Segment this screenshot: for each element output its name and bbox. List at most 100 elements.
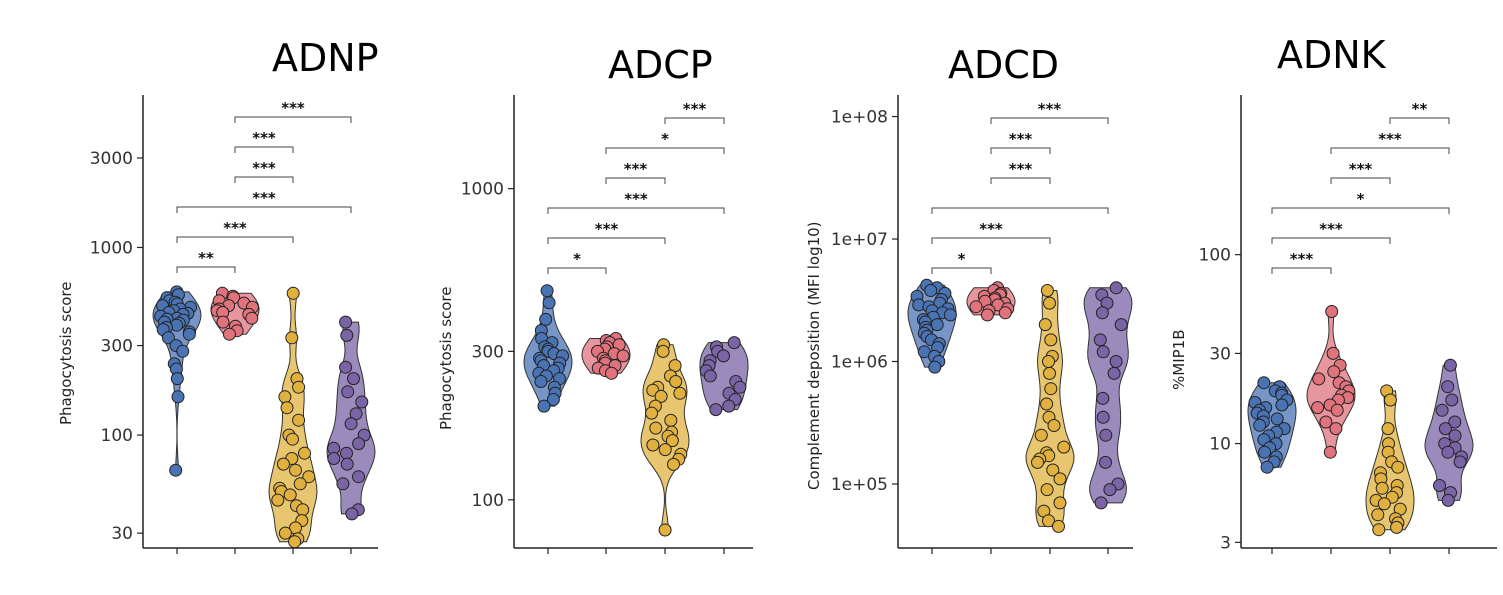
y-tick-label: 100 [101, 426, 133, 446]
significance-label: *** [1349, 160, 1373, 178]
data-point [1381, 422, 1395, 436]
data-point [271, 493, 285, 507]
significance-bracket [605, 147, 725, 154]
data-point [352, 470, 365, 484]
data-point [1099, 428, 1113, 442]
data-point [1044, 333, 1058, 347]
data-point [542, 296, 556, 310]
significance-bracket [176, 236, 294, 243]
significance-bracket [931, 207, 1109, 214]
data-point [1096, 345, 1110, 359]
chart-panel-adnp: ADNP Phagocytosis score 30 100 300 1000 3000… [0, 0, 380, 595]
data-point [658, 443, 672, 457]
data-point [289, 463, 302, 477]
significance-label: *** [1378, 130, 1402, 148]
data-point [1114, 318, 1128, 332]
data-point [928, 360, 942, 374]
data-point [1438, 422, 1452, 436]
significance-label: *** [1009, 130, 1033, 148]
significance-bracket [990, 117, 1109, 124]
data-point [980, 308, 994, 322]
data-point [1329, 422, 1343, 436]
data-point [1093, 333, 1107, 347]
data-point [645, 406, 659, 420]
significance-bracket [176, 266, 236, 273]
significance-label: * [661, 130, 669, 148]
data-point [943, 308, 957, 322]
data-point [1275, 398, 1289, 412]
data-point [1034, 428, 1048, 442]
significance-bracket [176, 206, 352, 213]
data-point [1371, 508, 1385, 522]
data-point [340, 457, 354, 471]
data-point [673, 386, 687, 400]
data-point [654, 389, 668, 403]
chart-panel-adcp: ADCP Phagocytosis score 100 300 1000 * *** **… [375, 0, 755, 595]
chart-title: ADCP [608, 43, 713, 87]
significance-label: *** [252, 159, 276, 177]
data-point [1323, 445, 1337, 459]
data-point [1043, 366, 1056, 380]
data-point [1312, 372, 1326, 386]
chart-title: ADNK [1277, 33, 1386, 77]
data-point [278, 526, 292, 540]
significance-bracket [234, 116, 352, 123]
significance-label: *** [1290, 250, 1314, 268]
data-point [1377, 497, 1391, 511]
data-point [1433, 479, 1446, 492]
data-point [969, 300, 983, 314]
y-tick-label: 1e+07 [831, 230, 888, 250]
data-point [1031, 455, 1044, 469]
data-point [924, 284, 938, 297]
data-point [170, 372, 184, 386]
significance-bracket [1330, 177, 1391, 184]
data-point [546, 393, 560, 406]
data-point [339, 360, 353, 374]
data-point [1047, 419, 1061, 432]
data-point [539, 312, 553, 326]
data-point [347, 372, 360, 386]
data-point [1372, 523, 1386, 537]
data-point [1260, 460, 1274, 474]
data-point [1044, 382, 1058, 396]
data-point [1052, 519, 1065, 533]
data-point [1103, 483, 1117, 497]
data-point [302, 470, 316, 484]
significance-label: *** [281, 99, 305, 117]
data-point [182, 327, 196, 341]
data-point [1383, 393, 1397, 407]
data-point [1327, 365, 1341, 379]
data-point [339, 315, 353, 329]
data-point [169, 463, 183, 477]
significance-label: *** [624, 160, 648, 178]
data-point [1441, 493, 1455, 507]
data-point [656, 344, 670, 358]
data-point [1448, 415, 1462, 429]
significance-label: ** [1412, 100, 1428, 118]
y-tick-label: 300 [472, 342, 504, 362]
data-point [1099, 455, 1112, 469]
data-point [280, 401, 294, 415]
data-point [669, 375, 683, 388]
data-point [1325, 305, 1339, 318]
significance-label: * [958, 250, 966, 268]
significance-bracket [234, 146, 294, 153]
data-point [1258, 445, 1271, 459]
significance-bracket [1330, 147, 1450, 154]
data-point [1390, 520, 1404, 534]
significance-bracket [931, 237, 1051, 244]
data-point [1040, 397, 1054, 411]
significance-label: * [573, 250, 581, 268]
data-point [161, 331, 175, 345]
data-point [1391, 460, 1405, 474]
data-point [1038, 318, 1052, 332]
data-point [355, 395, 369, 409]
data-point [327, 452, 341, 465]
significance-bracket [547, 207, 725, 214]
y-tick-label: 10 [1209, 435, 1231, 455]
significance-label: * [1357, 190, 1365, 208]
data-point [352, 437, 366, 451]
data-point [537, 399, 551, 413]
data-point [216, 315, 230, 329]
